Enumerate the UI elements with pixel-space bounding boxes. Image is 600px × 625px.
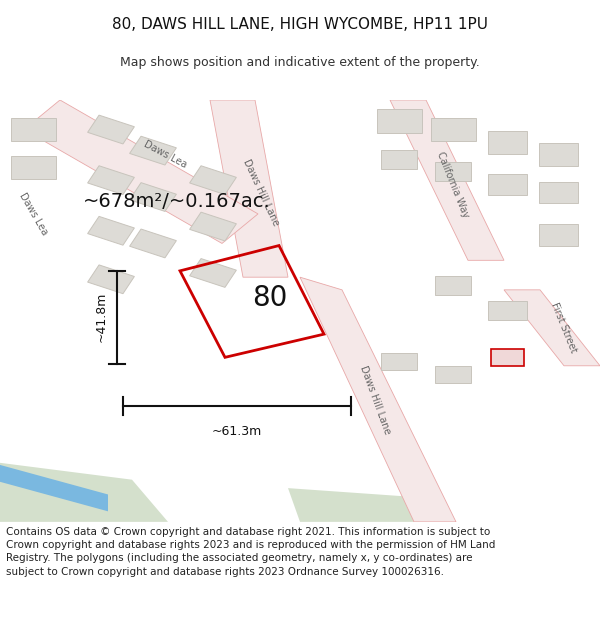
Polygon shape [0,462,168,522]
Bar [88,265,134,294]
Bar [435,366,471,382]
Bar [435,162,471,181]
Polygon shape [300,278,456,522]
Polygon shape [0,465,108,511]
Bar [190,212,236,241]
Bar [190,166,236,194]
Bar [377,109,421,132]
Bar [11,156,56,179]
Text: Daws Lea: Daws Lea [17,191,49,237]
Bar [88,166,134,194]
Polygon shape [504,290,600,366]
Text: First Street: First Street [550,301,578,354]
Bar [539,182,577,203]
Bar [130,229,176,258]
Text: Daws Hill Lane: Daws Hill Lane [241,158,281,228]
Text: Map shows position and indicative extent of the property.: Map shows position and indicative extent… [120,56,480,69]
Polygon shape [24,100,258,243]
Text: Daws Lea: Daws Lea [142,139,188,171]
Bar [487,131,527,154]
Text: Daws Hill Lane: Daws Hill Lane [358,364,392,435]
Polygon shape [390,100,504,260]
Text: ~41.8m: ~41.8m [95,292,108,342]
Bar [130,182,176,211]
Bar [381,353,417,370]
Text: 80, DAWS HILL LANE, HIGH WYCOMBE, HP11 1PU: 80, DAWS HILL LANE, HIGH WYCOMBE, HP11 1… [112,18,488,32]
Bar [190,259,236,288]
Bar [381,149,417,169]
Polygon shape [210,100,288,278]
Bar [11,118,56,141]
Text: Contains OS data © Crown copyright and database right 2021. This information is : Contains OS data © Crown copyright and d… [6,527,496,576]
Bar [487,174,527,195]
Polygon shape [288,488,420,522]
Bar [539,224,577,246]
Text: ~678m²/~0.167ac.: ~678m²/~0.167ac. [83,192,271,211]
Text: ~61.3m: ~61.3m [212,425,262,438]
Bar [88,115,134,144]
Bar [491,349,523,366]
Bar [88,216,134,245]
Bar [130,136,176,165]
Bar [539,143,577,166]
Bar [435,276,471,295]
Text: California Way: California Way [435,150,471,219]
Text: 80: 80 [253,284,287,312]
Bar [487,301,527,321]
Bar [431,118,476,141]
